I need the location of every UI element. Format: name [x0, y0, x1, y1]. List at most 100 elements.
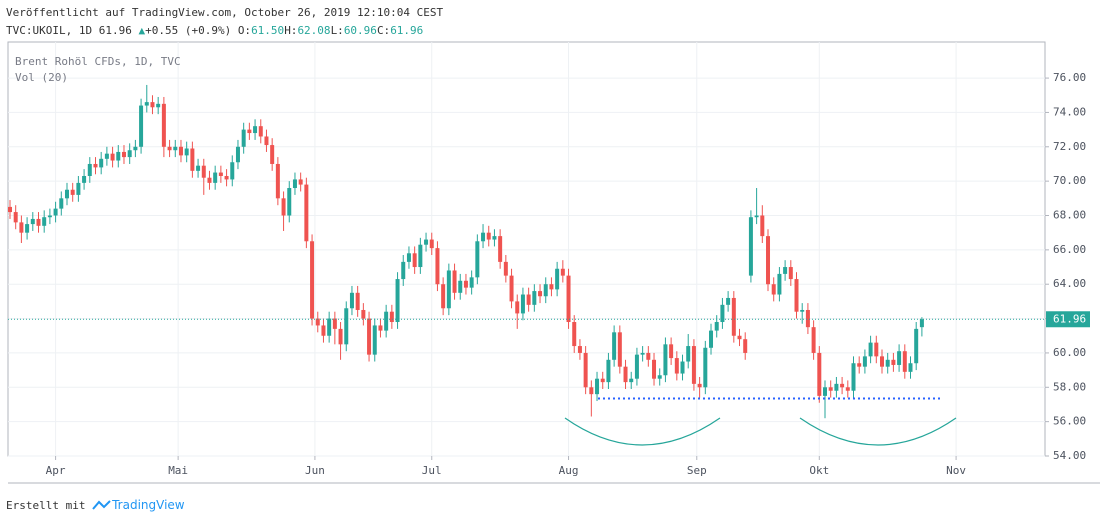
candle-body [338, 328, 343, 345]
ohlc-label: O: [237, 24, 252, 37]
candle-body [292, 179, 297, 189]
candle-body [771, 284, 776, 295]
y-tick-label: 74.00 [1053, 105, 1086, 118]
candle-body [82, 175, 87, 183]
candle-body [617, 332, 622, 367]
candle-body [201, 165, 206, 178]
published: Veröffentlicht auf TradingView.com, Octo… [6, 6, 444, 19]
symbol: TVC:UKOIL, 1D [6, 24, 93, 37]
candle-body [7, 206, 12, 213]
candle-body [178, 146, 183, 156]
candle-body [834, 383, 839, 391]
candle-body [196, 165, 201, 171]
candle-body [173, 146, 178, 151]
candle-body [486, 232, 491, 240]
candle-body [748, 217, 753, 276]
candle-body [640, 352, 645, 355]
candle-body [463, 280, 468, 288]
candle-body [805, 309, 810, 328]
candle-body [264, 136, 269, 146]
candle-body [93, 163, 98, 168]
footer: Erstellt mit TradingView [6, 497, 185, 512]
candle-body [99, 158, 104, 168]
candle-body [144, 102, 149, 106]
y-tick-label: 54.00 [1053, 449, 1086, 462]
candle-body [709, 330, 714, 348]
candle-body [879, 356, 884, 367]
candle-body [270, 145, 275, 164]
candle-body [190, 148, 195, 171]
candle-body [127, 150, 132, 158]
candle-body [817, 352, 822, 396]
candle-body [70, 189, 75, 195]
change: +0.55 (+0.9%) [145, 24, 232, 37]
candle-body [110, 153, 115, 161]
y-tick-label: 56.00 [1053, 415, 1086, 428]
candle-body [520, 294, 525, 314]
candle-body [30, 218, 35, 225]
x-tick-label: Aug [559, 464, 579, 477]
candle-body [287, 188, 292, 216]
candle-body [401, 261, 406, 280]
ohlc-label: L: [330, 24, 344, 37]
candle-body [663, 344, 668, 376]
candle-body [367, 318, 372, 355]
candle-body [429, 239, 434, 249]
legend-volume: Vol (20) [15, 71, 68, 84]
candle-body [572, 322, 577, 347]
candle-body [418, 244, 423, 268]
candle-body [919, 319, 924, 328]
candle-body [857, 363, 862, 367]
candle-body [788, 267, 793, 280]
candle-body [469, 277, 474, 288]
candle-body [76, 182, 81, 195]
y-tick-label: 66.00 [1053, 243, 1086, 256]
candle-body [868, 342, 873, 357]
candle-body [697, 383, 702, 388]
candle-body [435, 248, 440, 285]
candle-body [914, 328, 919, 364]
candle-body [703, 347, 708, 388]
candle-body [156, 103, 161, 108]
ohlc-value: 61.96 [390, 24, 424, 37]
candle-body [897, 351, 902, 365]
candle-body [731, 297, 736, 336]
candle-body [509, 275, 514, 302]
footer-brand: TradingView [112, 498, 185, 512]
x-tick-label: Jun [305, 464, 325, 477]
candle-body [25, 224, 30, 233]
pattern-arc [799, 417, 957, 446]
candle-body [657, 375, 662, 379]
candle-body [737, 335, 742, 340]
y-tick-label: 68.00 [1053, 209, 1086, 222]
candle-body [207, 177, 212, 183]
candle-body [686, 346, 691, 362]
candle-body [600, 378, 605, 383]
candle-body [577, 346, 582, 353]
candle-body [595, 378, 600, 395]
candle-body [794, 279, 799, 312]
candle-body [321, 325, 326, 336]
candle-body [161, 103, 166, 147]
candle-body [441, 284, 446, 309]
ohlc-value: 60.96 [343, 24, 377, 37]
candle-body [475, 241, 480, 278]
candle-body [412, 253, 417, 268]
candle-body [275, 163, 280, 199]
candle-body [13, 212, 18, 223]
candle-body [800, 309, 805, 312]
ohlc: O:61.50H:62.08L:60.96C:61.96 [238, 24, 424, 37]
quote-line: TVC:UKOIL, 1D 61.96 ▲+0.55 (+0.9%) O:61.… [6, 24, 423, 37]
candle-body [612, 332, 617, 360]
candle-body [777, 273, 782, 295]
candle-body [235, 146, 240, 163]
candle-body [87, 163, 92, 176]
candle-body [247, 129, 252, 134]
y-tick-label: 72.00 [1053, 140, 1086, 153]
ohlc-label: C: [376, 24, 391, 37]
candle-body [526, 294, 531, 305]
last: 61.96 [98, 24, 132, 37]
y-tick-label: 70.00 [1053, 174, 1086, 187]
price-label: 61.96 [1053, 312, 1086, 325]
candle-body [754, 215, 759, 218]
